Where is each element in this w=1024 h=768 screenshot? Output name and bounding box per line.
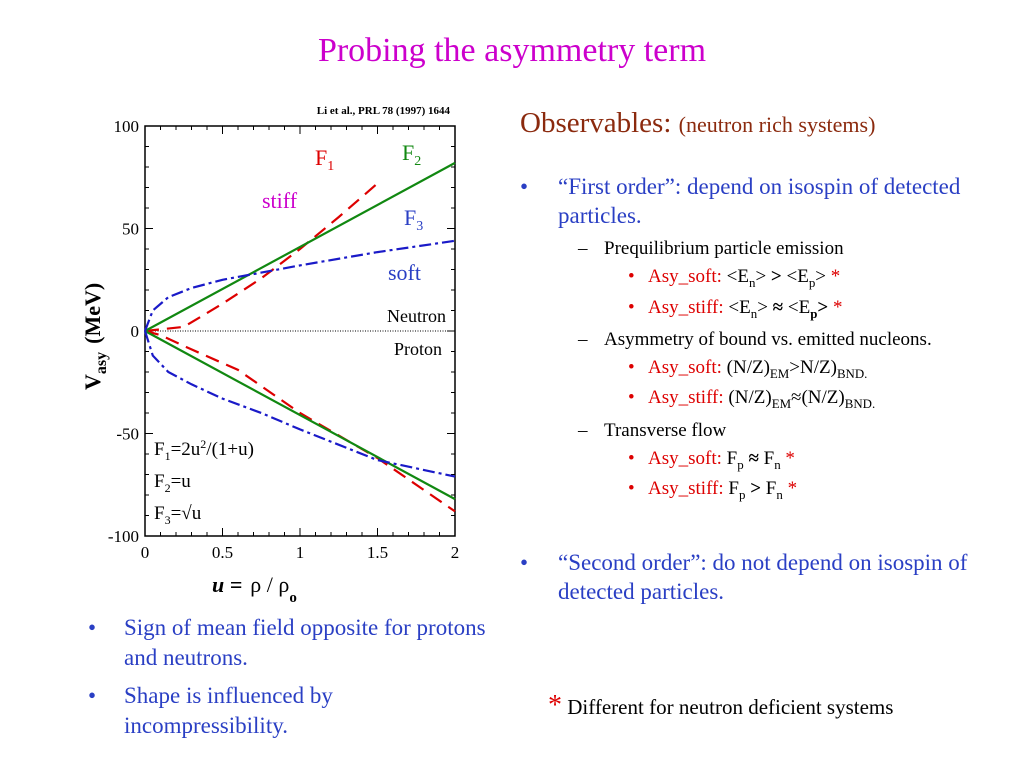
formula-f3: F3=√u [154,503,202,527]
bullet-icon: • [520,174,529,199]
asy-soft-label: Asy_soft: [648,357,722,379]
formula-f2: F2=u [154,471,191,495]
series-f3-proton-line [143,330,456,478]
annotation-soft: soft [388,260,421,285]
x-tick-label: 1 [296,543,305,562]
prequilibrium-soft-value: <En> > <Ep> [726,266,826,290]
dash-icon: – [578,328,588,350]
series-f1-neutron-line [144,182,379,333]
y-tick-label: 100 [114,117,140,136]
x-tick-label: 0 [141,543,150,562]
star-icon: * [548,690,562,721]
bullet-icon: • [628,478,635,500]
annotation-f3: F3 [404,205,423,234]
bullet-icon: • [628,266,635,288]
bound-soft-value: (N/Z)EM>N/Z)BND. [726,357,868,381]
bullet-icon: • [628,448,635,470]
prequilibrium-stiff-value: <En> ≈ <Ep> [728,296,829,321]
flow-text: Transverse flow [604,419,727,441]
list-item: • Asy_stiff: (N/Z)EM≈(N/Z)BND. [520,386,990,412]
observables-list: • “First order”: depend on isospin of de… [520,172,990,607]
shape-text: Shape is influenced by incompressibility… [124,682,333,738]
left-bullets: • Sign of mean field opposite for proton… [88,613,488,749]
series-layer [143,161,456,513]
label-layer: Li et al., PRL 78 (1997) 1644 F1 F2 F3 s… [80,105,450,606]
observables-heading: Observables: (neutron rich systems) [520,107,875,140]
sign-text: Sign of mean field opposite for protons … [124,615,486,670]
asy-stiff-label: Asy_stiff: [648,478,724,500]
list-item: – Asymmetry of bound vs. emitted nucleon… [520,328,990,352]
annotation-f2: F2 [402,140,421,169]
first-order-text: “First order”: depend on isospin of dete… [558,174,961,229]
citation: Li et al., PRL 78 (1997) 1644 [317,105,451,117]
observables-subtitle: (neutron rich systems) [678,112,876,137]
bullet-icon: • [628,357,635,379]
x-tick-label: 1.5 [367,543,388,562]
bullet-icon: • [628,387,635,409]
bound-text: Asymmetry of bound vs. emitted nucleons. [604,328,932,350]
list-item: • “Second order”: do not depend on isosp… [520,548,990,607]
list-item: – Transverse flow [520,419,990,443]
series-f3-neutron-line [143,239,456,332]
y-tick-label: 0 [131,322,140,341]
list-item: • Asy_soft: (N/Z)EM>N/Z)BND. [520,356,990,382]
annotation-stiff: stiff [262,188,298,213]
chart-svg: 0 0.5 1 1.5 2 100 50 0 -50 -100 Li et al., PRL 78… [80,105,459,606]
slide-title: Probing the asymmetry term [317,32,707,69]
y-axis-label: Vasy(MeV) [80,283,110,390]
list-item: • “First order”: depend on isospin of de… [520,172,990,231]
y-tick-label: 50 [122,220,139,239]
list-item: • Asy_soft: Fp ≈ Fn * [520,447,990,473]
bound-stiff-value: (N/Z)EM≈(N/Z)BND. [728,387,876,412]
prequilibrium-text: Prequilibrium particle emission [604,237,844,259]
footnote-text: Different for neutron deficient systems [567,695,894,719]
asy-soft-label: Asy_soft: [648,448,722,470]
list-item: • Asy_stiff: Fp > Fn * [520,477,990,503]
star-icon: * [785,448,795,470]
star-icon: * [787,478,798,500]
list-item: • Sign of mean field opposite for proton… [88,613,488,673]
annotation-f1: F1 [315,145,334,174]
list-item: • Asy_soft: <En> > <Ep> * [520,265,990,291]
x-axis-label: u = ρ / ρo [212,572,297,606]
dash-icon: – [578,419,588,441]
dash-icon: – [578,237,588,259]
second-order-text: “Second order”: do not depend on isospin… [558,549,968,605]
y-tick-label: -100 [108,527,139,546]
asy-stiff-label: Asy_stiff: [648,387,724,409]
footnote: * Different for neutron deficient system… [548,690,893,722]
x-tick-label: 0.5 [212,543,233,562]
bullet-icon: • [628,296,635,318]
flow-soft-value: Fp ≈ Fn [726,448,781,472]
svg-text:Vasy(MeV): Vasy(MeV) [80,283,110,390]
bullet-icon: • [88,615,97,640]
asy-stiff-label: Asy_stiff: [648,296,724,318]
asy-soft-label: Asy_soft: [648,266,722,288]
asymmetry-chart: 0 0.5 1 1.5 2 100 50 0 -50 -100 Li et al., PRL 78… [70,100,470,610]
series-f2-neutron-line [144,161,456,332]
y-tick-label: -50 [116,425,139,444]
bullet-icon: • [88,682,97,708]
list-item: • Asy_stiff: <En> ≈ <Ep> * [520,296,990,322]
observables-title: Observables: [520,107,672,139]
list-item: – Prequilibrium particle emission [520,237,990,261]
star-icon: * [830,266,841,288]
star-icon: * [832,296,843,318]
series-f2-proton-line [144,330,456,501]
list-item: • Shape is influenced by incompressibili… [88,681,488,741]
annotation-proton: Proton [394,339,442,359]
axes-layer: 0 0.5 1 1.5 2 100 50 0 -50 -100 [108,117,459,562]
flow-stiff-value: Fp > Fn [728,478,783,503]
formula-f1: F1=2u2/(1+u) [154,437,254,463]
annotation-neutron: Neutron [387,306,446,326]
bullet-icon: • [520,549,529,575]
x-tick-label: 2 [451,543,460,562]
